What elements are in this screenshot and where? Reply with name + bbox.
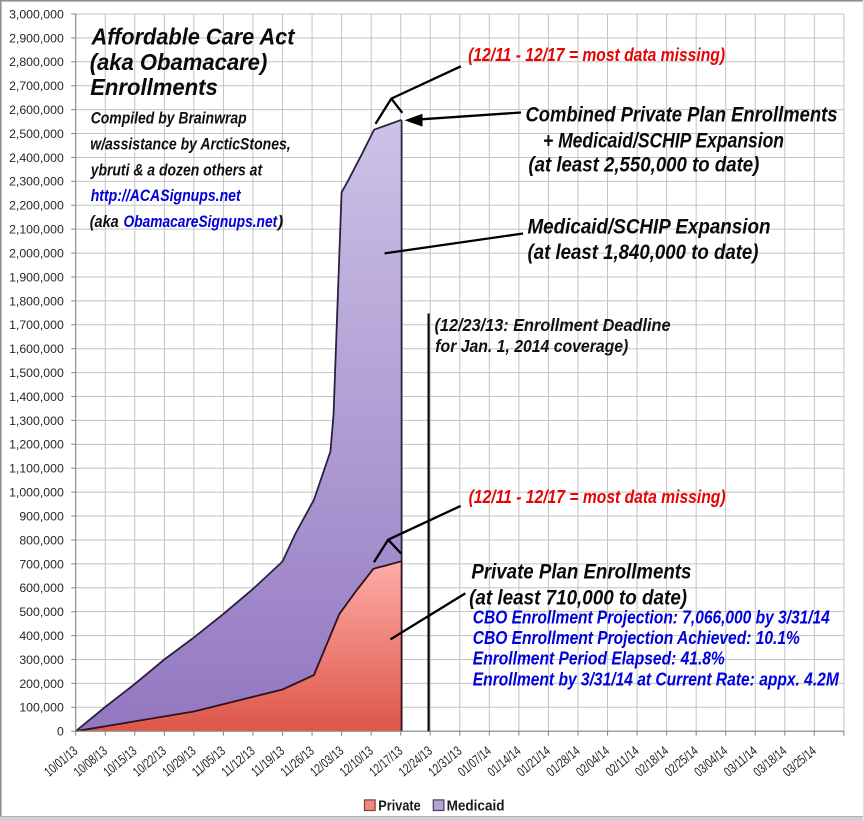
svg-text:(at least 710,000 to date): (at least 710,000 to date) bbox=[469, 587, 687, 610]
svg-text:Affordable Care Act: Affordable Care Act bbox=[91, 24, 296, 50]
svg-text:1,100,000: 1,100,000 bbox=[9, 462, 64, 476]
svg-text:2,500,000: 2,500,000 bbox=[9, 127, 64, 141]
svg-text:CBO Enrollment Projection: 7,0: CBO Enrollment Projection: 7,066,000 by … bbox=[473, 607, 830, 627]
svg-text:2,100,000: 2,100,000 bbox=[9, 223, 64, 237]
svg-text:(at least 1,840,000 to date): (at least 1,840,000 to date) bbox=[528, 241, 759, 264]
svg-text:800,000: 800,000 bbox=[19, 533, 64, 547]
svg-text:+ Medicaid/SCHIP Expansion: + Medicaid/SCHIP Expansion bbox=[543, 130, 784, 153]
svg-text:900,000: 900,000 bbox=[19, 509, 64, 523]
svg-text:1,900,000: 1,900,000 bbox=[9, 270, 64, 284]
svg-text:2,000,000: 2,000,000 bbox=[9, 246, 64, 260]
svg-text:): ) bbox=[276, 213, 284, 231]
svg-text:http://ACASignups.net: http://ACASignups.net bbox=[91, 187, 242, 205]
svg-text:0: 0 bbox=[57, 725, 64, 739]
svg-text:CBO Enrollment Projection Achi: CBO Enrollment Projection Achieved: 10.1… bbox=[473, 628, 800, 648]
svg-text:1,200,000: 1,200,000 bbox=[9, 438, 64, 452]
svg-text:2,200,000: 2,200,000 bbox=[9, 199, 64, 213]
svg-text:1,400,000: 1,400,000 bbox=[9, 390, 64, 404]
svg-text:(12/11 - 12/17 = most data mis: (12/11 - 12/17 = most data missing) bbox=[469, 487, 726, 507]
svg-text:500,000: 500,000 bbox=[19, 605, 64, 619]
svg-text:(12/11 - 12/17 = most data mis: (12/11 - 12/17 = most data missing) bbox=[468, 45, 725, 65]
svg-text:Combined Private Plan Enrollme: Combined Private Plan Enrollments bbox=[526, 104, 838, 127]
svg-text:Private: Private bbox=[378, 798, 420, 814]
svg-text:(aka: (aka bbox=[90, 213, 119, 231]
svg-text:2,300,000: 2,300,000 bbox=[9, 175, 64, 189]
svg-text:(12/23/13: Enrollment Deadline: (12/23/13: Enrollment Deadline bbox=[435, 315, 671, 335]
svg-text:Enrollment Period Elapsed: 41.: Enrollment Period Elapsed: 41.8% bbox=[473, 649, 725, 669]
svg-text:300,000: 300,000 bbox=[19, 653, 64, 667]
svg-text:for Jan. 1, 2014 coverage): for Jan. 1, 2014 coverage) bbox=[435, 336, 628, 356]
svg-text:2,800,000: 2,800,000 bbox=[9, 55, 64, 69]
svg-text:Compiled by Brainwrap: Compiled by Brainwrap bbox=[91, 110, 247, 128]
svg-text:ObamacareSignups.net: ObamacareSignups.net bbox=[124, 213, 279, 231]
svg-text:3,000,000: 3,000,000 bbox=[9, 7, 64, 21]
svg-text:w/assistance by ArcticStones,: w/assistance by ArcticStones, bbox=[90, 136, 291, 154]
svg-text:600,000: 600,000 bbox=[19, 581, 64, 595]
svg-text:2,900,000: 2,900,000 bbox=[9, 31, 64, 45]
svg-text:Medicaid/SCHIP Expansion: Medicaid/SCHIP Expansion bbox=[528, 215, 771, 238]
svg-text:(aka Obamacare): (aka Obamacare) bbox=[90, 49, 268, 75]
svg-text:700,000: 700,000 bbox=[19, 557, 64, 571]
svg-text:(at least 2,550,000 to date): (at least 2,550,000 to date) bbox=[528, 154, 759, 177]
svg-text:1,000,000: 1,000,000 bbox=[9, 486, 64, 500]
svg-text:Medicaid: Medicaid bbox=[447, 798, 505, 814]
svg-text:Private Plan Enrollments: Private Plan Enrollments bbox=[471, 561, 691, 584]
svg-text:200,000: 200,000 bbox=[19, 677, 64, 691]
svg-text:ybruti & a dozen others at: ybruti & a dozen others at bbox=[90, 162, 264, 180]
svg-text:400,000: 400,000 bbox=[19, 629, 64, 643]
svg-text:1,300,000: 1,300,000 bbox=[9, 414, 64, 428]
svg-text:Enrollment by 3/31/14 at Curre: Enrollment by 3/31/14 at Current Rate: a… bbox=[473, 670, 840, 690]
svg-text:1,700,000: 1,700,000 bbox=[9, 318, 64, 332]
svg-text:2,700,000: 2,700,000 bbox=[9, 79, 64, 93]
svg-text:1,600,000: 1,600,000 bbox=[9, 342, 64, 356]
svg-text:2,600,000: 2,600,000 bbox=[9, 103, 64, 117]
svg-text:100,000: 100,000 bbox=[19, 701, 64, 715]
svg-text:1,800,000: 1,800,000 bbox=[9, 294, 64, 308]
svg-text:Enrollments: Enrollments bbox=[90, 74, 218, 100]
svg-text:1,500,000: 1,500,000 bbox=[9, 366, 64, 380]
svg-text:2,400,000: 2,400,000 bbox=[9, 151, 64, 165]
